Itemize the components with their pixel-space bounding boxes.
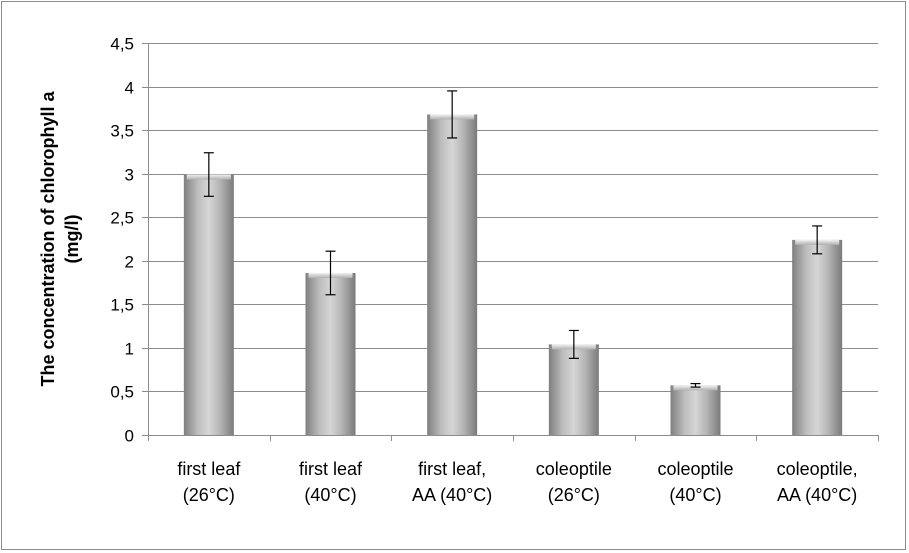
y-tick-label: 0,5: [110, 383, 134, 402]
bar: [427, 114, 478, 435]
x-category-label: (40°C): [669, 485, 721, 505]
bar: [183, 174, 234, 435]
x-category-label: coleoptile,: [777, 459, 858, 479]
y-tick-label: 4: [125, 79, 134, 98]
bar: [792, 239, 843, 435]
error-bar: [203, 152, 214, 197]
x-category-label: coleoptile: [657, 459, 733, 479]
x-category-label: coleoptile: [536, 459, 612, 479]
x-category-label: AA (40°C): [412, 485, 492, 505]
y-tick-label: 0: [125, 427, 134, 446]
x-category-label: first leaf,: [418, 459, 486, 479]
axes: [142, 43, 879, 441]
y-tick-label: 3,5: [110, 122, 134, 141]
x-category-label: (40°C): [304, 485, 356, 505]
x-category-label: first leaf: [177, 459, 241, 479]
y-axis-title-line: (mg/l): [62, 215, 82, 264]
y-tick-label: 3: [125, 166, 134, 185]
bar: [548, 344, 599, 435]
error-bar: [812, 225, 823, 255]
y-tick-label: 2,5: [110, 209, 134, 228]
bar: [305, 272, 356, 435]
bar: [670, 385, 721, 435]
gridlines: [148, 43, 878, 392]
bars: [183, 114, 843, 435]
y-tick-label: 2: [125, 253, 134, 272]
y-axis-title: The concentration of chlorophyll a (mg/l): [38, 91, 82, 387]
x-category-label: first leaf: [299, 459, 363, 479]
y-tick-labels: 0 0,5 1 1,5 2 2,5 3 3,5 4 4,5: [110, 35, 134, 446]
x-category-label: (26°C): [183, 485, 235, 505]
bar-highlight: [673, 385, 718, 391]
error-bar: [690, 383, 701, 388]
error-bars: [203, 90, 823, 388]
x-category-labels: first leaf (26°C) first leaf (40°C) first le…: [177, 459, 857, 505]
y-tick-label: 1,5: [110, 296, 134, 315]
error-bar: [568, 329, 579, 359]
error-bar: [325, 250, 336, 296]
error-bar: [447, 90, 458, 139]
x-category-label: (26°C): [548, 485, 600, 505]
y-tick-label: 4,5: [110, 35, 134, 54]
y-axis-title-line: The concentration of chlorophyll a: [38, 91, 58, 387]
x-category-label: AA (40°C): [777, 485, 857, 505]
y-tick-label: 1: [125, 340, 134, 359]
